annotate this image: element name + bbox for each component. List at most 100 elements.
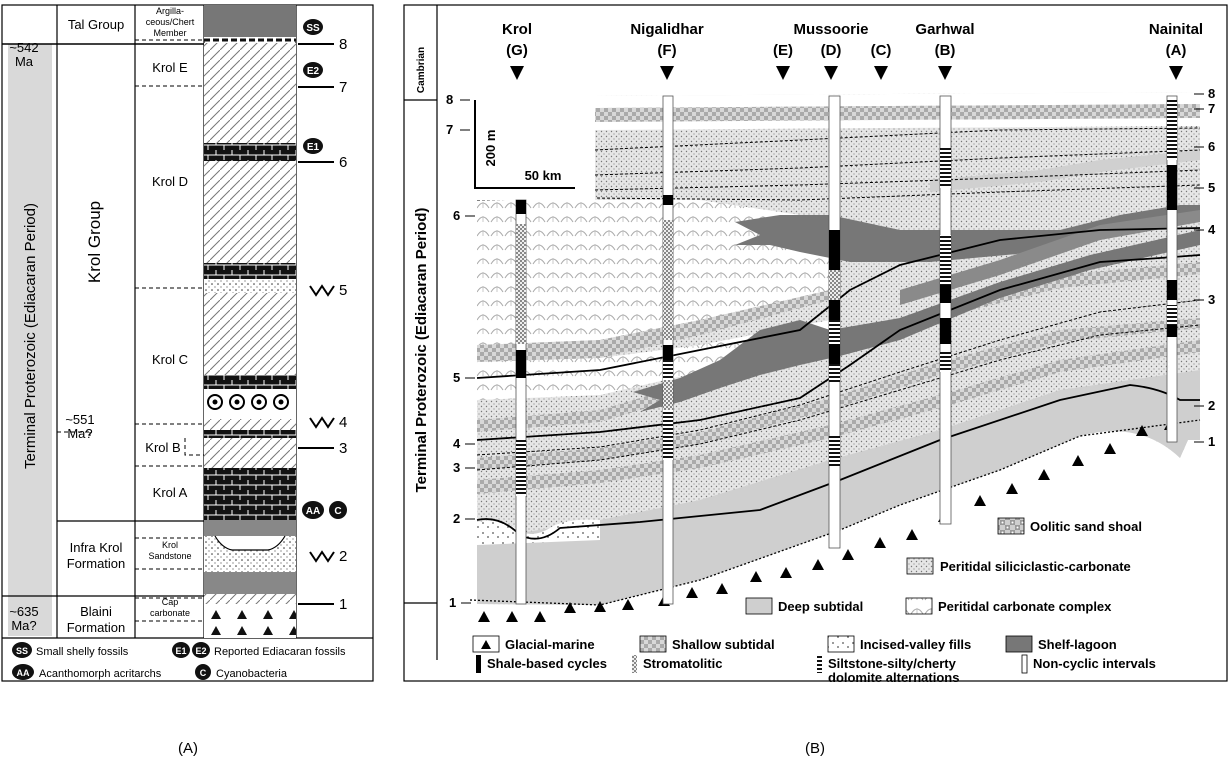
- group-blaini-l1: Blaini: [80, 604, 112, 619]
- left-marker-8: 8: [446, 92, 453, 107]
- right-marker-8: 8: [1208, 86, 1215, 101]
- glacial-triangle: [812, 559, 824, 570]
- caption-b: (B): [805, 740, 825, 757]
- caption-a: (A): [178, 740, 198, 757]
- section-arrow-e: [776, 66, 790, 80]
- glacial-triangle: [906, 529, 918, 540]
- legend-oolitic: Oolitic sand shoal: [1030, 519, 1142, 534]
- left-marker-5: 5: [453, 370, 460, 385]
- section-arrow-nainital: [1169, 66, 1183, 80]
- glacial-triangle: [1072, 455, 1084, 466]
- cambrian-label: Cambrian: [416, 47, 427, 93]
- member-cap-l2: carbonate: [150, 608, 190, 618]
- lithology-column: [204, 5, 296, 638]
- section-code-f: (F): [657, 42, 676, 59]
- legend-deep: Deep subtidal: [778, 599, 863, 614]
- legend-glacial: Glacial-marine: [505, 637, 595, 652]
- group-tal: Tal Group: [68, 17, 124, 32]
- glacial-triangle: [974, 495, 986, 506]
- glacial-triangle: [1006, 483, 1018, 494]
- age-542: ~542: [9, 40, 38, 55]
- section-name-garhwal: Garhwal: [915, 21, 974, 38]
- glacial-triangle: [1038, 469, 1050, 480]
- marker-5: 5: [339, 282, 347, 299]
- legend-c: Cyanobacteria: [216, 668, 288, 680]
- left-markers: 8 7 6 5 4 3 2 1: [446, 92, 475, 610]
- right-marker-6: 6: [1208, 139, 1215, 154]
- section-name-nainital: Nainital: [1149, 21, 1203, 38]
- swatch-incised: [827, 635, 855, 653]
- marker-4: 4: [339, 414, 347, 431]
- group-krol: Krol Group: [85, 201, 104, 283]
- badge-ss: SS: [306, 23, 320, 34]
- legend-noncyc: Non-cyclic intervals: [1033, 656, 1156, 671]
- section-headers: Krol (G) Nigalidhar (F) (E) Mussoorie (D…: [502, 21, 1203, 80]
- section-arrow-nigalidhar: [660, 66, 674, 80]
- age-542-unit: Ma: [15, 54, 34, 69]
- member-argilla-l2: ceous/Chert: [146, 17, 195, 27]
- legend-a: SS Small shelly fossils E1 E2 Reported E…: [12, 642, 346, 680]
- member-argilla-l1: Argilla-: [156, 6, 184, 16]
- badge-c: C: [334, 506, 341, 517]
- left-marker-7: 7: [446, 122, 453, 137]
- legend-silt-l1: Siltstone-silty/cherty: [828, 656, 957, 671]
- scale-box: 200 m 50 km: [460, 92, 595, 200]
- swatch-shelf: [1005, 635, 1033, 653]
- section-column-nigalidhar: [662, 95, 674, 605]
- swatch-shallow: [639, 635, 667, 653]
- legend-shale: Shale-based cycles: [487, 656, 607, 671]
- section-arrow-mussoorie: [824, 66, 838, 80]
- swatch-peritidal-sc: [906, 557, 934, 575]
- left-marker-1: 1: [449, 595, 456, 610]
- swatch-peritidal-cc: [905, 597, 933, 615]
- legend-e: Reported Ediacaran fossils: [214, 646, 346, 658]
- marker-6: 6: [339, 154, 347, 171]
- legend-badge-e1: E1: [175, 646, 186, 656]
- cycle-legend: Shale-based cycles Stromatolitic Siltsto…: [476, 654, 1156, 685]
- badge-e1: E1: [307, 142, 320, 153]
- badge-aa: AA: [306, 506, 320, 517]
- group-infra-l2: Formation: [67, 556, 126, 571]
- period-label-b: Terminal Proterozoic (Ediacaran Period): [413, 208, 430, 493]
- member-krol-e: Krol E: [152, 60, 188, 75]
- member-krol-b: Krol B: [145, 440, 180, 455]
- section-arrow-krol: [510, 66, 524, 80]
- section-column-mussoorie: [828, 95, 841, 549]
- glacial-triangle: [564, 602, 576, 613]
- group-infra-l1: Infra Krol: [70, 540, 123, 555]
- section-name-nigalidhar: Nigalidhar: [630, 21, 704, 38]
- glacial-triangle: [1136, 425, 1148, 436]
- panel-b: Cambrian Terminal Proterozoic (Ediacaran…: [403, 4, 1228, 757]
- section-arrow-c: [874, 66, 888, 80]
- glacial-triangle: [506, 611, 518, 622]
- right-marker-4: 4: [1208, 222, 1216, 237]
- legend-peritidal-cc: Peritidal carbonate complex: [938, 599, 1112, 614]
- legend-shelf: Shelf-lagoon: [1038, 637, 1117, 652]
- section-column-garhwal: [939, 95, 952, 525]
- sequence-markers-a: 8 7 6 5 4 3 2 1: [298, 36, 347, 613]
- marker-3: 3: [339, 440, 347, 457]
- right-marker-5: 5: [1208, 180, 1215, 195]
- section-code-a: (A): [1166, 42, 1187, 59]
- legend-badge-aa: AA: [17, 668, 30, 678]
- badge-e2: E2: [307, 66, 320, 77]
- section-code-e: (E): [773, 42, 793, 59]
- member-krol-a: Krol A: [153, 485, 188, 500]
- marker-7: 7: [339, 79, 347, 96]
- swatch-strom: [632, 655, 637, 673]
- marker-8: 8: [339, 36, 347, 53]
- member-krol-ss-l2: Sandstone: [148, 551, 191, 561]
- legend-strom: Stromatolitic: [643, 656, 722, 671]
- swatch-deep: [745, 597, 773, 615]
- section-column-nainital: [1166, 95, 1178, 443]
- legend-ss: Small shelly fossils: [36, 646, 129, 658]
- left-marker-4: 4: [453, 436, 461, 451]
- right-marker-1: 1: [1208, 434, 1215, 449]
- swatch-noncyc: [1021, 654, 1028, 674]
- section-code-g: (G): [506, 42, 528, 59]
- glacial-triangle: [534, 611, 546, 622]
- glacial-triangle: [780, 567, 792, 578]
- left-marker-3: 3: [453, 460, 460, 475]
